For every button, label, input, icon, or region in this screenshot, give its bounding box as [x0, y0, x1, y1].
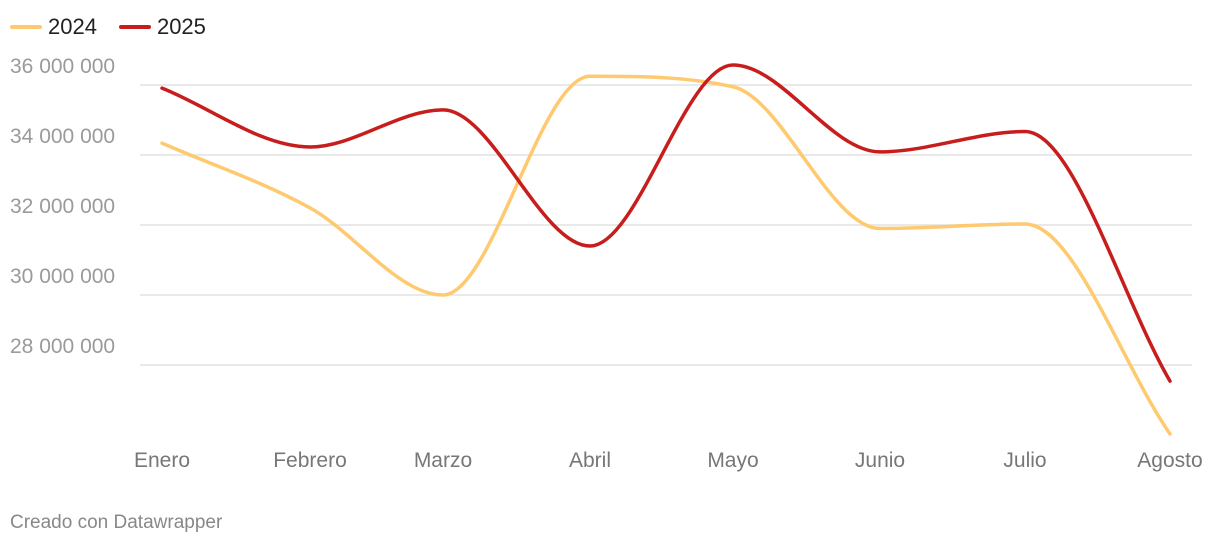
footer-credit: Creado con Datawrapper	[10, 512, 223, 533]
x-tick-label: Abril	[569, 449, 611, 472]
x-tick-label: Agosto	[1137, 449, 1202, 472]
y-tick-label: 28 000 000	[10, 335, 115, 358]
legend-item-2024: 2024	[10, 14, 97, 40]
legend-label-2025: 2025	[156, 14, 206, 39]
x-tick-label: Enero	[134, 449, 190, 472]
x-tick-label: Febrero	[273, 449, 347, 472]
series-line-2024	[160, 74, 1172, 436]
x-tick-label: Mayo	[707, 449, 758, 472]
series-line-2025	[160, 63, 1172, 383]
y-tick-label: 36 000 000	[10, 55, 115, 78]
legend-swatch-2025	[118, 25, 151, 29]
legend-item-2025: 2025	[118, 14, 206, 40]
y-tick-label: 34 000 000	[10, 125, 115, 148]
x-tick-label: Marzo	[414, 449, 472, 472]
x-tick-label: Junio	[855, 449, 905, 472]
y-tick-label: 32 000 000	[10, 195, 115, 218]
legend-label-2024: 2024	[48, 14, 97, 39]
legend: 2024 2025	[10, 14, 206, 40]
y-tick-label: 30 000 000	[10, 265, 115, 288]
x-tick-label: Julio	[1003, 449, 1046, 472]
legend-swatch-2024	[10, 25, 42, 29]
